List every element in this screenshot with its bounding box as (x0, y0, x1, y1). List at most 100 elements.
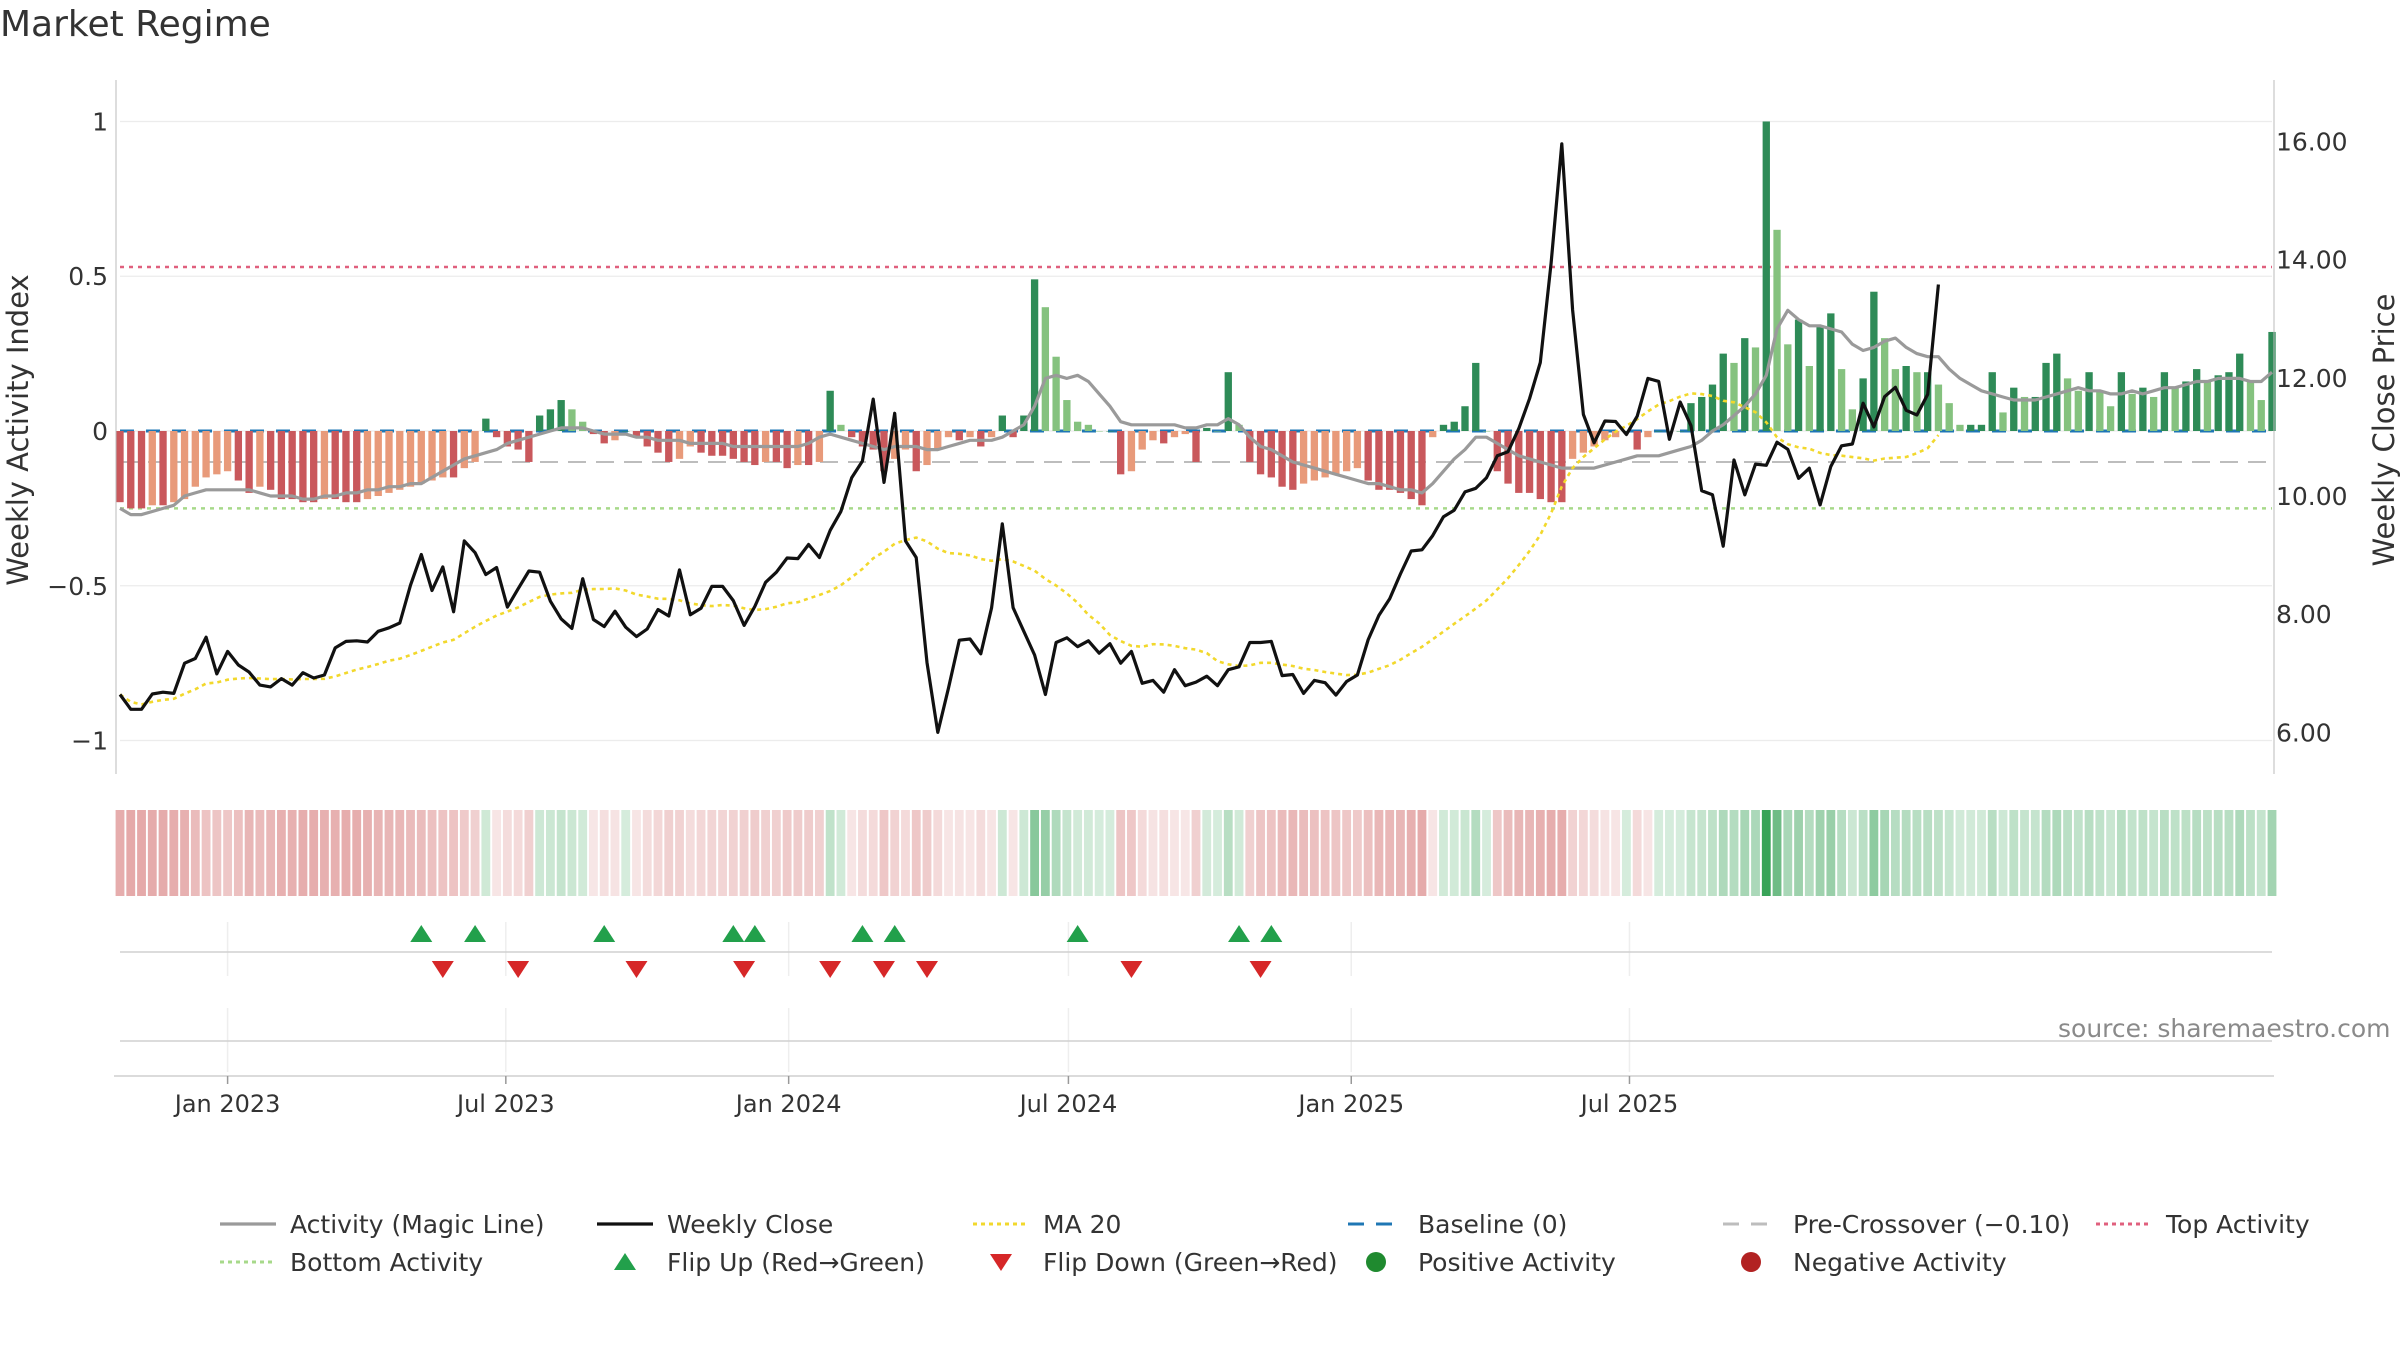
band-cell (459, 810, 469, 896)
activity-bar (137, 431, 146, 509)
left-tick-label: 0.5 (68, 262, 108, 291)
regime-band (115, 810, 2277, 896)
band-cell (2020, 810, 2029, 896)
band-cell (1632, 810, 1642, 896)
band-cell (2203, 810, 2212, 896)
legend-swatch (220, 1260, 276, 1264)
activity-bar (557, 400, 565, 431)
activity-bar (1224, 372, 1232, 431)
activity-bar (1924, 372, 1932, 431)
band-cell (1535, 810, 1545, 896)
band-cell (2246, 810, 2255, 896)
legend-label: Activity (Magic Line) (290, 1209, 545, 1239)
band-cell (2181, 810, 2191, 896)
band-cell (567, 810, 577, 896)
activity-bar (1698, 396, 1706, 431)
activity-bar (1267, 431, 1275, 478)
band-cell (1901, 810, 1911, 896)
activity-bar (2171, 387, 2179, 431)
activity-bar (1439, 424, 1448, 431)
activity-bar (869, 431, 877, 450)
band-cell (836, 810, 846, 896)
band-cell (578, 810, 588, 896)
band-cell (1245, 810, 1255, 896)
band-cell (664, 810, 674, 896)
band-cell (1417, 810, 1427, 896)
band-cell (1019, 810, 1029, 896)
activity-bar (1891, 369, 1900, 431)
activity-bar (1956, 424, 1964, 431)
activity-bar (1461, 406, 1469, 431)
band-cell (180, 810, 189, 896)
activity-bar (632, 431, 641, 438)
band-cell (1847, 810, 1857, 896)
band-cell (696, 810, 706, 896)
activity-bar (1601, 431, 1609, 441)
activity-bar (1160, 431, 1168, 444)
band-cell (1320, 810, 1330, 896)
flip-down-marker (431, 961, 454, 978)
activity-bar (417, 431, 425, 484)
legend-item: Positive Activity (1346, 1244, 1616, 1280)
activity-bar (1364, 431, 1372, 481)
activity-bar (2257, 400, 2265, 431)
band-cell (373, 810, 383, 896)
activity-bar (1611, 431, 1620, 438)
band-cell (1127, 810, 1136, 896)
band-cell (879, 810, 889, 896)
x-tick-label: Jul 2025 (1579, 1090, 1679, 1118)
band-cell (1202, 810, 1212, 896)
band-cell (911, 810, 921, 896)
band-cell (1794, 810, 1803, 896)
legend-label: Baseline (0) (1418, 1209, 1568, 1239)
right-tick-label: 12.00 (2276, 364, 2348, 393)
activity-bar (2225, 372, 2233, 431)
legend-item: Flip Down (Green→Red) (971, 1244, 1338, 1280)
activity-bar (1450, 421, 1458, 431)
legend-item: Top Activity (2094, 1206, 2310, 1242)
activity-bar (1870, 291, 1878, 431)
legend-item: Negative Activity (1721, 1244, 2007, 1280)
band-cell (1030, 810, 1040, 896)
band-cell (1331, 810, 1341, 896)
activity-bar (2236, 353, 2244, 431)
band-cell (190, 810, 200, 896)
flip-up-marker (1260, 925, 1283, 942)
activity-bar (1988, 372, 1996, 431)
band-cell (589, 810, 598, 896)
band-cell (1643, 810, 1653, 896)
activity-bar (1837, 369, 1846, 431)
band-cell (287, 810, 297, 896)
band-cell (1159, 810, 1169, 896)
activity-bar (1106, 431, 1114, 432)
band-cell (933, 810, 943, 896)
band-cell (115, 810, 125, 896)
band-cell (1751, 810, 1760, 896)
activity-bar (686, 431, 694, 447)
activity-bar (2182, 381, 2190, 431)
activity-bar (363, 431, 372, 500)
activity-bar (1310, 431, 1319, 481)
band-cell (1923, 810, 1933, 896)
flip-markers (120, 922, 2272, 978)
activity-bar (1504, 431, 1512, 484)
flip-up-marker (851, 925, 874, 942)
activity-bar (1913, 372, 1921, 431)
band-cell (1987, 810, 1997, 896)
legend-label: Flip Down (Green→Red) (1043, 1247, 1338, 1277)
activity-bar (1192, 431, 1200, 462)
activity-bar (277, 431, 286, 500)
band-cell (1621, 810, 1631, 896)
legend-item: Flip Up (Red→Green) (595, 1244, 925, 1280)
band-cell (2073, 810, 2083, 896)
activity-bar (1934, 384, 1943, 431)
band-cell (728, 810, 738, 896)
band-cell (1105, 810, 1115, 896)
legend-label: MA 20 (1043, 1209, 1122, 1239)
band-cell (1675, 810, 1685, 896)
activity-bar (2031, 396, 2039, 431)
activity-bar (1407, 431, 1415, 500)
band-cell (2138, 810, 2148, 896)
band-cell (2159, 810, 2169, 896)
band-cell (1503, 810, 1513, 896)
